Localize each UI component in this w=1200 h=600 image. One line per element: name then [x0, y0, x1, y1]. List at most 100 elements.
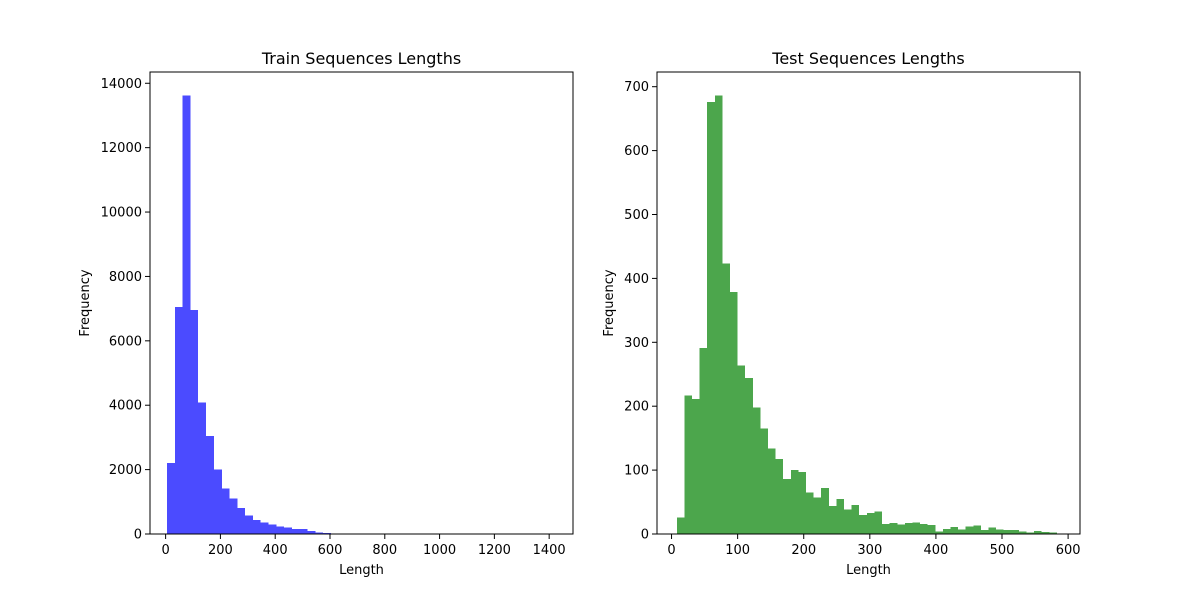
test-histogram-bar — [996, 529, 1004, 534]
train-x-axis-label: Length — [339, 563, 384, 578]
train-x-tick-label: 0 — [161, 543, 169, 558]
test-histogram-bar — [1049, 532, 1057, 534]
test-histogram-bar — [828, 505, 837, 534]
train-plot-frame — [149, 71, 574, 535]
test-histogram-bar — [874, 511, 883, 534]
train-y-tick-label: 10000 — [101, 206, 142, 221]
test-plot-frame — [656, 71, 1081, 535]
train-histogram-bar — [268, 524, 277, 534]
test-histogram-bar — [965, 526, 974, 534]
test-histogram-bar — [813, 497, 822, 534]
train-histogram-bar — [315, 532, 324, 534]
test-histogram-bar — [798, 472, 807, 534]
test-x-tick-label: 400 — [924, 543, 949, 558]
train-histogram-bar — [291, 528, 300, 534]
test-histogram-bar — [866, 512, 875, 534]
test-histogram-bar — [889, 523, 898, 534]
train-y-tick-label: 8000 — [109, 270, 142, 285]
test-y-tick-label: 700 — [624, 80, 649, 95]
test-histogram-bar — [684, 395, 693, 534]
train-x-tick-label: 200 — [208, 543, 233, 558]
test-histogram-bar — [980, 530, 989, 534]
test-chart-title: Test Sequences Lengths — [771, 49, 964, 68]
test-histogram-bar — [707, 102, 715, 534]
test-x-tick-label: 300 — [857, 543, 882, 558]
test-histogram-bar — [676, 517, 685, 534]
test-histogram-bar — [859, 514, 867, 534]
train-histogram-bar — [237, 508, 246, 534]
train-chart-title: Train Sequences Lengths — [261, 49, 461, 68]
test-x-tick-label: 0 — [667, 543, 675, 558]
test-histogram-bar — [752, 407, 761, 534]
test-histogram-bar — [1003, 530, 1012, 534]
train-histogram-bar — [276, 526, 285, 534]
train-histogram-bar — [260, 522, 269, 534]
test-histogram-bar — [836, 498, 845, 534]
test-histogram-bar — [745, 378, 753, 534]
test-y-axis-label: Frequency — [602, 269, 617, 336]
test-histogram-bar — [882, 523, 890, 534]
test-histogram-bar — [904, 523, 913, 534]
test-histogram-bar — [699, 348, 708, 534]
test-histogram-bar — [783, 479, 791, 534]
train-x-tick-label: 1000 — [423, 543, 456, 558]
train-y-tick-label: 12000 — [101, 141, 142, 156]
test-y-tick-label: 400 — [624, 272, 649, 287]
test-histogram-bar — [973, 525, 981, 534]
test-histogram-bar — [897, 524, 905, 534]
test-x-tick-label: 100 — [725, 543, 750, 558]
train-x-tick-label: 600 — [318, 543, 343, 558]
train-y-tick-label: 4000 — [109, 399, 142, 414]
train-histogram-bar — [174, 307, 183, 534]
test-histogram-bar — [927, 525, 936, 534]
train-histogram-bar — [213, 469, 222, 534]
train-y-axis-label: Frequency — [78, 269, 93, 336]
test-y-tick-label: 500 — [624, 208, 649, 223]
test-histogram-bar — [821, 487, 829, 534]
test-bars — [676, 95, 1057, 534]
test-histogram-bar — [912, 522, 921, 534]
test-histogram-bar — [714, 95, 723, 534]
train-x-tick-label: 800 — [372, 543, 397, 558]
test-histogram-bar — [958, 529, 966, 534]
train-histogram-bar — [229, 498, 238, 534]
train-bars — [166, 95, 558, 534]
train-histogram-panel: Train Sequences Lengths Length Frequency… — [78, 49, 574, 578]
test-histogram-panel: Test Sequences Lengths Length Frequency … — [602, 49, 1081, 578]
test-histogram-bar — [988, 527, 997, 534]
test-histogram-bar — [942, 528, 951, 534]
test-histogram-bar — [844, 509, 852, 534]
test-histogram-bar — [950, 526, 959, 534]
test-histogram-bar — [851, 505, 860, 534]
train-histogram-bar — [166, 463, 175, 534]
test-histogram-bar — [935, 531, 943, 534]
train-histogram-bar — [221, 488, 230, 534]
train-histogram-bar — [307, 531, 316, 534]
train-histogram-bar — [284, 527, 292, 534]
test-y-tick-label: 0 — [641, 528, 649, 543]
train-histogram-bar — [299, 529, 308, 534]
train-histogram-bar — [190, 309, 199, 534]
test-histogram-bar — [806, 492, 814, 534]
test-y-tick-label: 200 — [624, 400, 649, 415]
test-y-tick-label: 600 — [624, 144, 649, 159]
test-x-tick-label: 600 — [1056, 543, 1081, 558]
test-histogram-bar — [790, 470, 799, 534]
test-histogram-bar — [1026, 532, 1035, 534]
train-histogram-bar — [245, 515, 254, 534]
test-histogram-bar — [692, 399, 700, 534]
test-histogram-bar — [737, 365, 746, 534]
test-histogram-bar — [722, 263, 731, 534]
test-histogram-bar — [1034, 530, 1042, 534]
test-histogram-bar — [768, 448, 776, 534]
train-histogram-bar — [206, 436, 214, 534]
train-histogram-bar — [182, 95, 191, 534]
test-y-tick-label: 300 — [624, 336, 649, 351]
test-histogram-bar — [920, 523, 928, 534]
test-x-axis-label: Length — [846, 563, 891, 578]
test-histogram-bar — [760, 428, 769, 534]
train-x-tick-label: 1400 — [533, 543, 566, 558]
test-histogram-bar — [1011, 530, 1019, 534]
test-histogram-bar — [1018, 531, 1027, 534]
train-y-tick-label: 0 — [134, 528, 142, 543]
